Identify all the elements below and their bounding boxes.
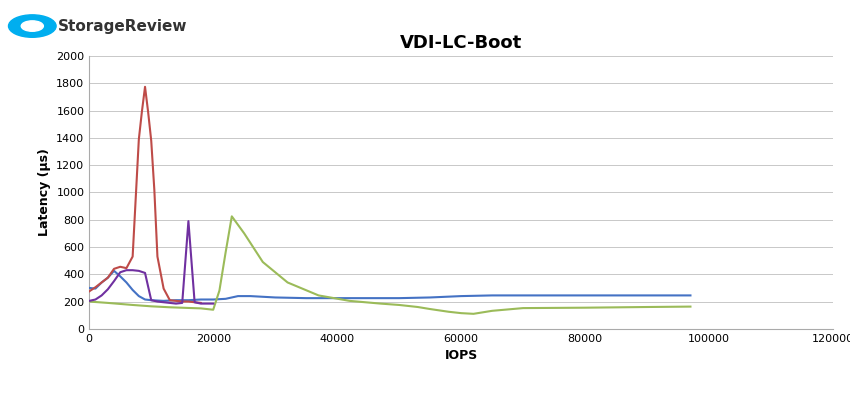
Title: VDI-LC-Boot: VDI-LC-Boot (400, 34, 522, 52)
Y-axis label: Latency (µs): Latency (µs) (37, 148, 51, 237)
X-axis label: IOPS: IOPS (445, 349, 478, 362)
Text: StorageReview: StorageReview (58, 18, 187, 34)
